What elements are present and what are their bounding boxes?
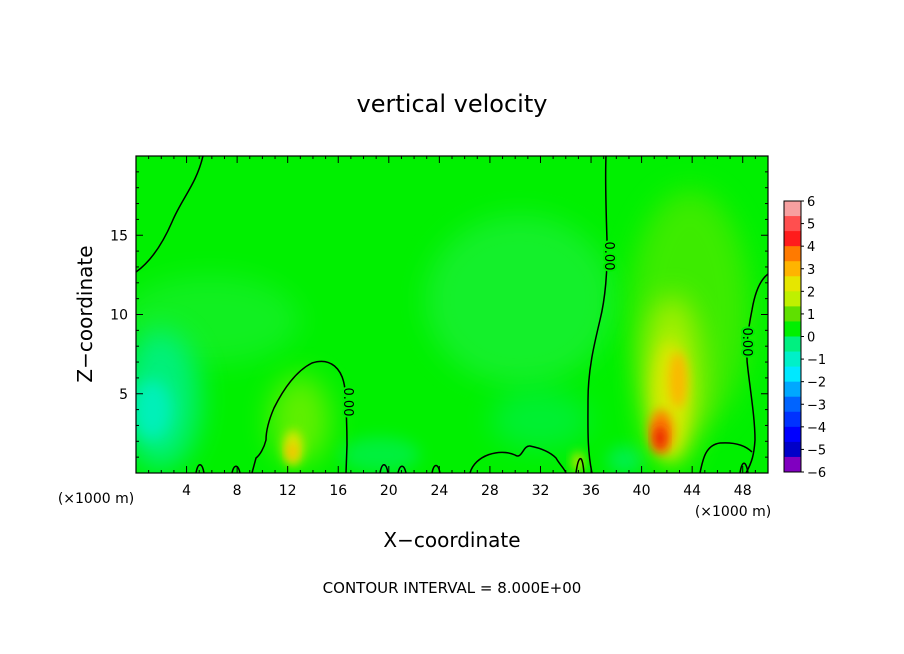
x-axis: 4 8 12 16 20 24 28 32 36 40 44 48 [148,156,769,499]
y-axis: 5 10 15 [110,171,768,458]
x-tick-label: 48 [734,483,752,499]
x-tick-label: 28 [481,483,499,499]
colorbar-label: 2 [807,285,815,300]
colorbar: 6 5 4 3 2 1 0 −1 −2 −3 −4 −5 −6 [783,195,826,481]
y-tick-label: 15 [110,228,128,244]
colorbar-swatch [784,276,801,292]
x-axis-label: X−coordinate [383,528,520,552]
colorbar-swatch [784,336,801,352]
colorbar-swatch [784,381,801,398]
colorbar-swatch [784,216,801,232]
x-tick-label: 8 [233,483,242,499]
colorbar-swatch [784,231,801,247]
colorbar-label: −2 [807,376,826,391]
colorbar-label: 4 [807,240,815,255]
colorbar-label: 1 [807,308,815,323]
colorbar-swatch [784,351,801,368]
colorbar-label: 6 [807,195,815,210]
colorbar-swatch [784,411,801,428]
colorbar-swatch [784,321,801,337]
chart-title: vertical velocity [357,90,548,118]
x-tick-label: 32 [532,483,550,499]
colorbar-label: −4 [807,421,826,436]
colorbar-swatch [784,441,801,458]
colorbar-swatch [784,261,801,277]
colorbar-swatch [784,291,801,307]
contour-interval-note: CONTOUR INTERVAL = 8.000E+00 [323,579,582,597]
colorbar-label: 3 [807,263,815,278]
x-tick-label: 40 [633,483,651,499]
x-unit-right: (×1000 m) [695,504,771,520]
colorbar-swatch [784,246,801,262]
x-tick-label: 4 [182,483,191,499]
x-tick-label: 20 [380,483,398,499]
colorbar-swatch [784,201,801,217]
contour-labels: 0.00 0.00 0.00 [338,240,756,419]
colorbar-swatch [784,456,801,473]
colorbar-swatch [784,426,801,443]
x-tick-label: 36 [582,483,600,499]
x-tick-label: 44 [683,483,701,499]
colorbar-swatch [784,366,801,383]
heatmap-field: 0.00 0.00 0.00 [136,156,768,473]
colorbar-label: −5 [807,443,826,458]
colorbar-label: 0 [807,331,815,346]
contour-label: 0.00 [601,242,616,271]
colorbar-label: 5 [807,218,815,233]
x-tick-label: 24 [430,483,448,499]
x-tick-label: 12 [279,483,297,499]
y-tick-label: 10 [110,308,128,324]
colorbar-label: −3 [807,398,826,413]
colorbar-label: −6 [807,466,826,481]
colorbar-label: −1 [807,353,826,368]
contour-label: 0.00 [340,388,355,417]
y-tick-label: 5 [119,387,128,403]
x-unit-left: (×1000 m) [58,491,134,507]
zero-contours [136,156,768,473]
y-axis-label: Z−coordinate [73,245,97,382]
x-tick-label: 16 [329,483,347,499]
colorbar-swatch [784,396,801,413]
colorbar-swatch [784,306,801,322]
contour-label: 0.00 [739,328,754,357]
